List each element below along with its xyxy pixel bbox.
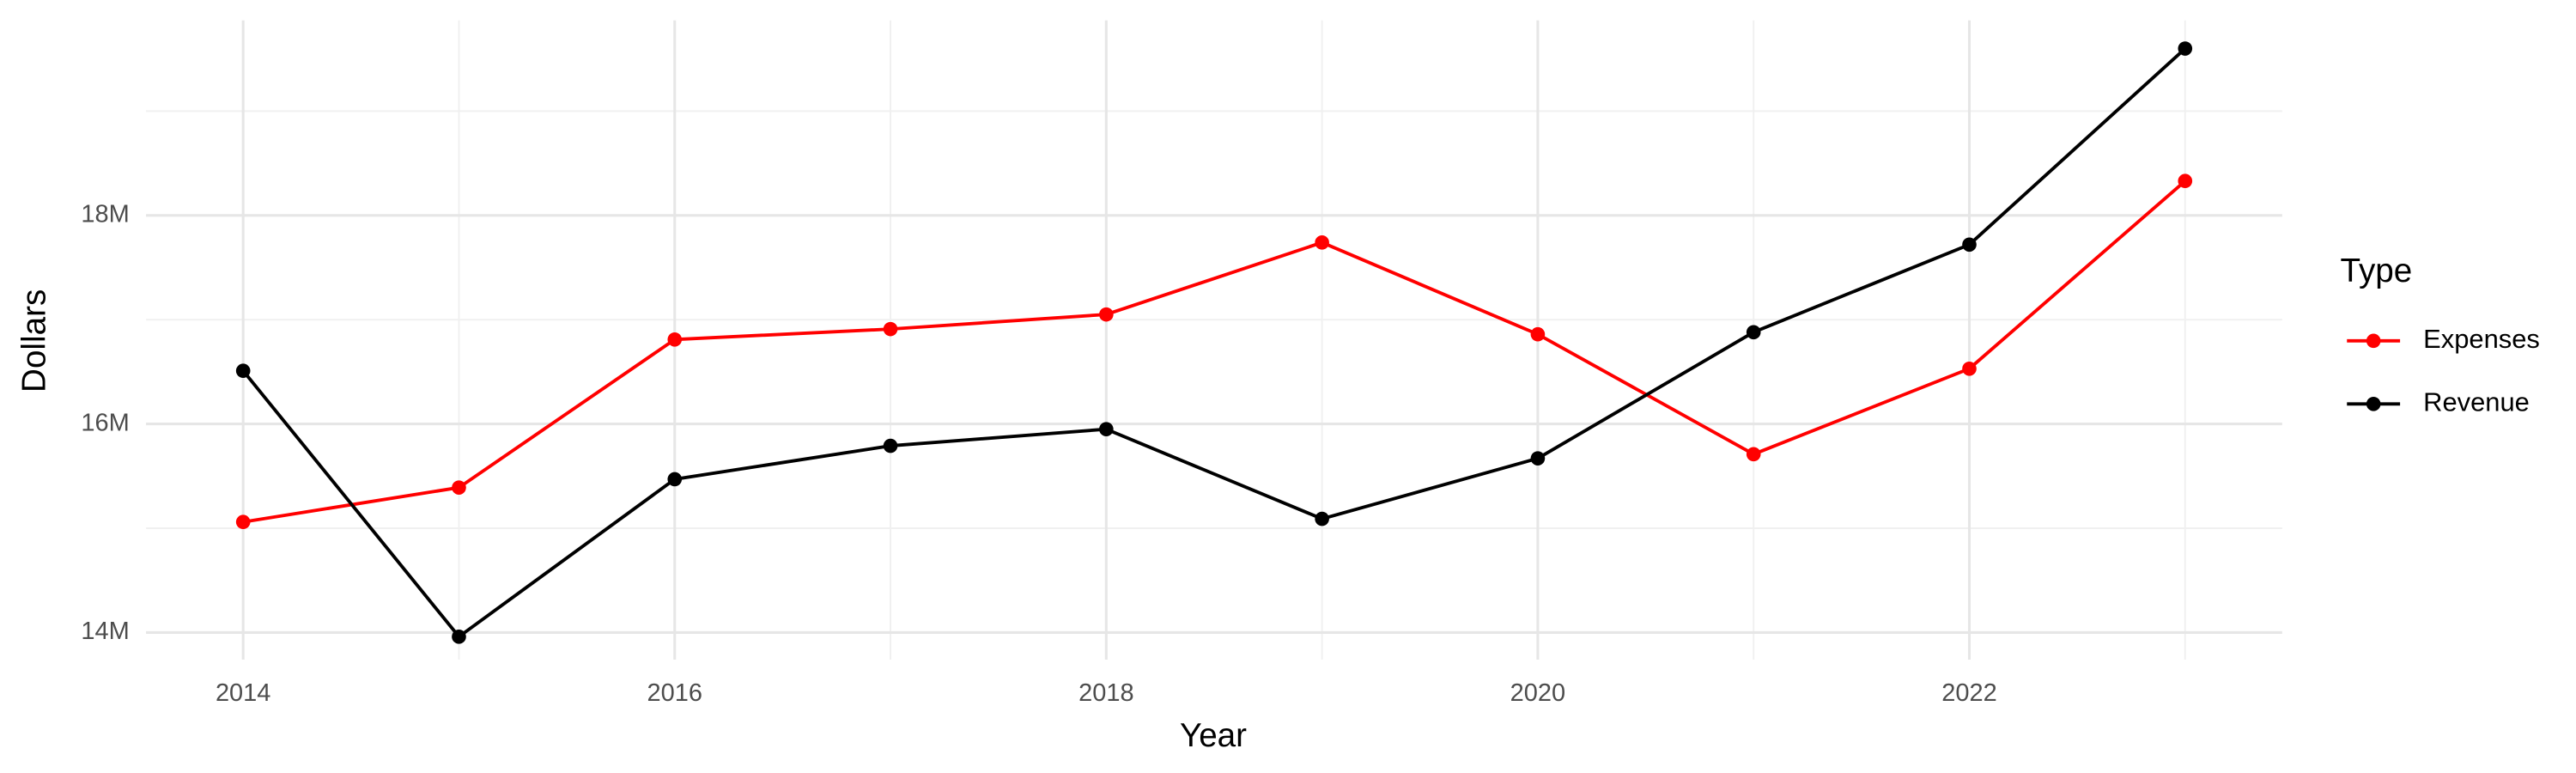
data-point [235, 514, 251, 530]
data-point [452, 629, 466, 644]
data-point [2178, 41, 2193, 56]
y-tick-label: 16M [81, 409, 129, 436]
data-point [1530, 451, 1546, 466]
data-point [235, 363, 251, 379]
data-point [1962, 361, 1977, 376]
data-point [667, 472, 683, 487]
data-point [667, 332, 683, 347]
data-point [1099, 307, 1114, 322]
data-point [1099, 422, 1114, 436]
x-tick-label: 2016 [647, 679, 702, 707]
legend-label: Expenses [2423, 324, 2540, 354]
y-axis-title: Dollars [16, 289, 53, 393]
data-point [1962, 237, 1977, 253]
grid [146, 20, 2282, 660]
y-tick-label: 18M [81, 200, 129, 228]
legend-key-point [2366, 333, 2381, 349]
series-line [242, 180, 2187, 524]
legend-key-point [2366, 396, 2381, 411]
data-point [1746, 447, 1761, 462]
x-tick-label: 2022 [1941, 679, 1996, 707]
x-tick-label: 2018 [1078, 679, 1133, 707]
data-point [1530, 326, 1546, 342]
data-point [1315, 511, 1329, 526]
data-point [1746, 325, 1761, 340]
data-point [883, 438, 898, 453]
series-line [241, 47, 2187, 639]
x-tick-label: 2020 [1510, 679, 1565, 707]
y-tick-label: 14M [81, 618, 129, 645]
legend-label: Revenue [2423, 386, 2530, 417]
data-point [1315, 235, 1329, 250]
x-axis-title: Year [1180, 717, 1247, 754]
data-point [883, 321, 898, 337]
x-tick-label: 2014 [216, 679, 270, 707]
data-point [2178, 173, 2193, 189]
data-point [452, 480, 466, 495]
legend-title: Type [2341, 253, 2413, 289]
